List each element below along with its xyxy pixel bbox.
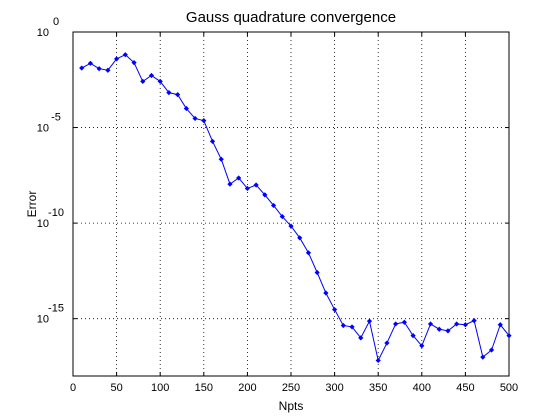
data-point: [305, 250, 312, 256]
x-tick-label: 400: [413, 382, 431, 394]
data-point: [454, 321, 460, 327]
x-tick-label: 200: [238, 382, 256, 394]
data-point: [436, 326, 442, 332]
data-point: [140, 78, 146, 84]
x-tick-label: 50: [110, 382, 122, 394]
data-point: [497, 322, 503, 328]
x-tick-label: 350: [369, 382, 387, 394]
data-point: [209, 138, 216, 144]
x-tick-labels: 0 50 100 150 200 250 300 350 400 450 500: [70, 382, 518, 394]
x-tick-label: 450: [456, 382, 474, 394]
y-tick-label: 10-5: [37, 112, 61, 135]
data-point: [270, 202, 277, 209]
data-point: [349, 324, 355, 330]
data-point: [236, 175, 242, 181]
x-tick-label: 500: [500, 382, 518, 394]
data-point: [297, 235, 303, 241]
data-point: [384, 340, 390, 346]
data-point: [488, 347, 495, 353]
data-point: [427, 321, 434, 327]
data-point: [253, 182, 259, 188]
data-point: [227, 181, 233, 187]
data-point: [166, 90, 172, 96]
y-axis-label: Error: [25, 191, 39, 218]
data-point: [471, 318, 477, 324]
x-tick-label: 300: [325, 382, 343, 394]
y-tick-label-base: 10: [37, 123, 49, 135]
data-point: [314, 269, 320, 276]
data-point: [201, 118, 207, 124]
data-point: [410, 333, 416, 339]
data-point: [358, 335, 364, 341]
data-point: [366, 318, 373, 324]
data-point: [393, 321, 399, 327]
x-tick-label: 100: [151, 382, 169, 394]
data-point: [279, 213, 285, 220]
y-tick-label: 10 0: [37, 16, 59, 39]
data-point: [480, 354, 486, 360]
y-tick-label-base: 10: [37, 314, 49, 326]
data-point: [96, 66, 102, 72]
y-tick-label-base: 10: [37, 218, 49, 230]
grid: [73, 32, 509, 376]
data-point: [114, 56, 120, 62]
data-point: [105, 67, 111, 73]
data-point: [288, 223, 294, 229]
x-axis-label: Npts: [279, 399, 304, 413]
data-point: [401, 319, 407, 325]
x-tick-label: 250: [282, 382, 300, 394]
data-point: [183, 105, 189, 112]
y-tick-label: 10-10: [37, 207, 64, 230]
y-tick-label-base: 10: [37, 27, 49, 39]
y-tick-label: 10-15: [37, 303, 64, 326]
y-tick-label-exponent: -5: [51, 112, 61, 124]
data-point: [419, 343, 425, 349]
data-point: [506, 333, 512, 339]
data-point: [218, 156, 224, 162]
x-tick-label: 150: [195, 382, 213, 394]
data-point: [332, 306, 338, 313]
data-point: [87, 60, 94, 66]
data-point: [375, 357, 381, 364]
data-point: [340, 322, 346, 329]
data-point: [445, 328, 451, 334]
data-point: [323, 290, 329, 296]
plot-frame: [72, 31, 510, 377]
y-tick-label-exponent: -10: [48, 207, 64, 219]
data-point: [79, 65, 85, 71]
data-point: [157, 78, 163, 84]
data-point: [262, 192, 268, 198]
chart-title: Gauss quadrature convergence: [186, 9, 396, 26]
series-layer: [79, 52, 512, 364]
data-point: [122, 52, 128, 58]
data-point: [148, 72, 155, 79]
y-tick-label-exponent: 0: [53, 16, 59, 28]
data-point: [192, 115, 198, 122]
y-tick-label-exponent: -15: [48, 303, 64, 315]
data-point: [131, 60, 137, 66]
data-point: [175, 92, 181, 98]
x-tick-label: 0: [70, 382, 76, 394]
data-point: [244, 185, 250, 192]
data-point: [462, 322, 468, 328]
